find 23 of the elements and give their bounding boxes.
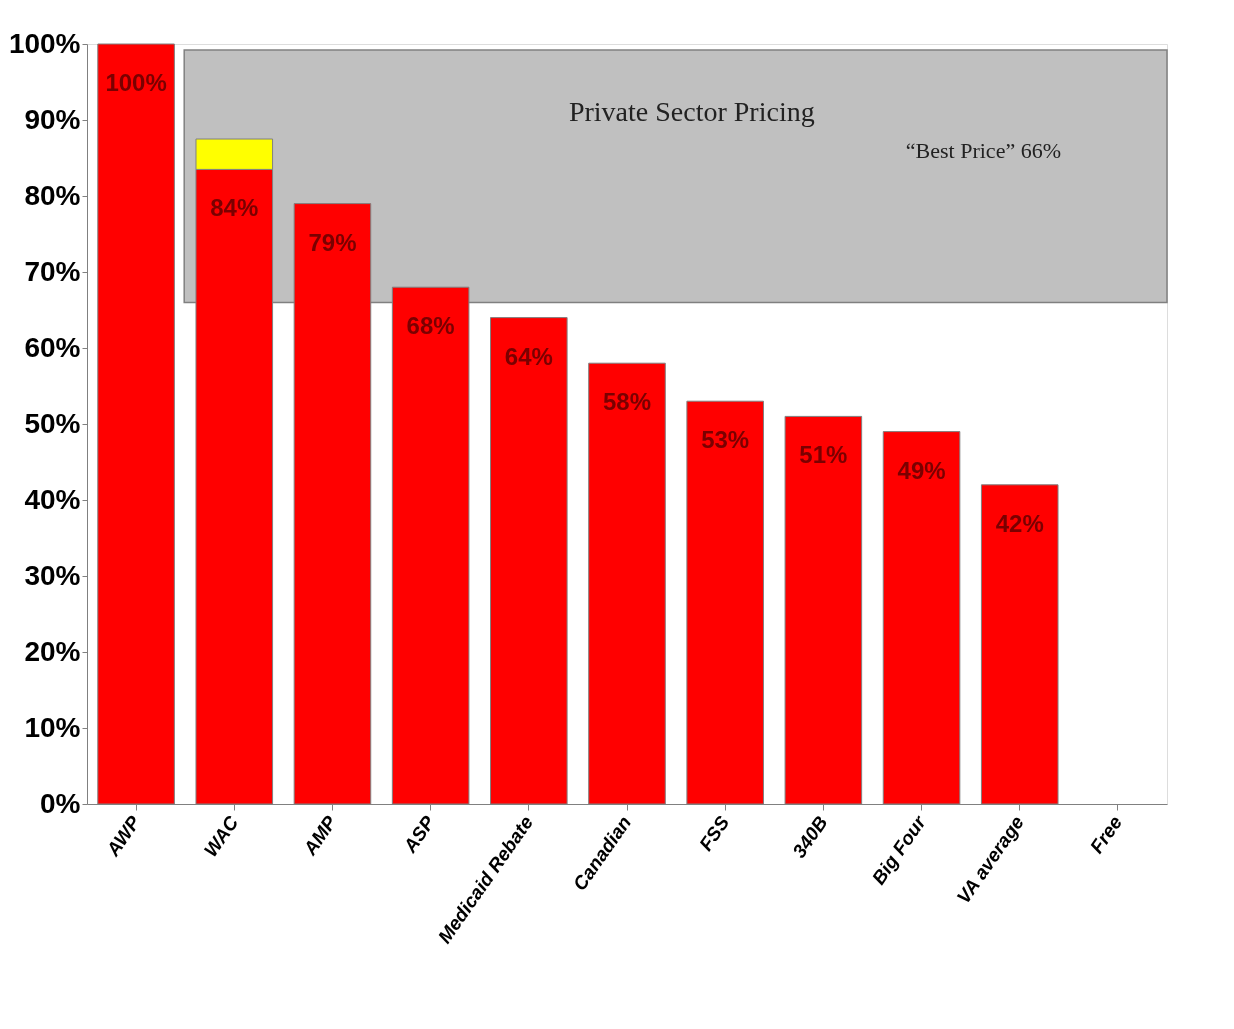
annotation: “Best Price” 66% — [905, 138, 1061, 164]
data-label: 53% — [701, 426, 750, 454]
y-tick-label: 50% — [24, 407, 81, 439]
data-label: 100% — [105, 69, 167, 96]
data-label: 58% — [602, 388, 652, 416]
band-label: Private Sector Pricing — [568, 96, 815, 128]
y-tick-label: 20% — [24, 635, 81, 667]
y-tick-label: 100% — [8, 27, 81, 59]
data-label: 68% — [406, 312, 455, 340]
y-tick-label: 0% — [40, 787, 81, 819]
y-tick-label: 90% — [24, 103, 81, 135]
y-tick-label: 10% — [24, 711, 81, 743]
y-tick-label: 60% — [24, 331, 81, 363]
data-label: 51% — [799, 441, 848, 469]
y-tick-label: 80% — [24, 179, 81, 211]
data-label: 49% — [897, 456, 946, 484]
y-tick-label: 40% — [24, 483, 81, 515]
data-label: 84% — [210, 194, 259, 222]
data-label: 79% — [308, 228, 357, 256]
data-label: 42% — [995, 509, 1044, 537]
data-label: 64% — [504, 342, 553, 370]
y-tick-label: 70% — [24, 255, 81, 287]
y-tick-label: 30% — [24, 559, 81, 591]
